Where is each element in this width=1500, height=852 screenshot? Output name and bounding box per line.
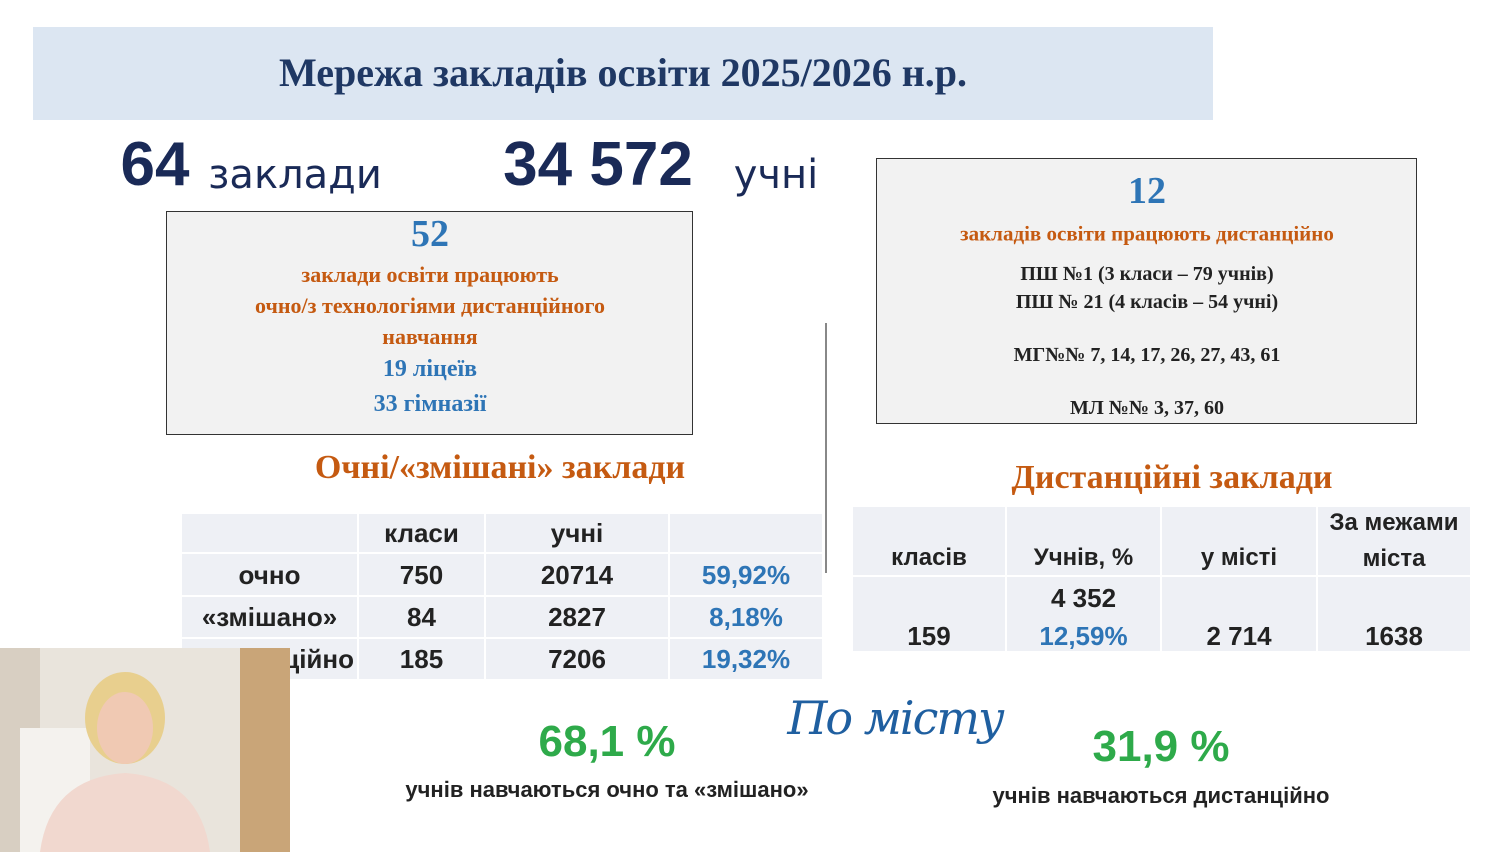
table-value: 750 [399,559,444,590]
box-text: закладів освіти працюють дистанційно [960,221,1334,246]
table-value: 185 [399,644,444,674]
table-cell [852,506,1006,576]
box-detail: МГ№№ 7, 14, 17, 26, 27, 43, 61 [1013,344,1281,366]
table-header: у місті [1200,544,1278,571]
summary-value: 68,1 % [538,717,676,766]
table-cell [669,513,823,553]
box-text: навчання [382,324,478,349]
box-detail: ПШ № 21 (4 класів – 54 учні) [1015,291,1279,313]
stat-value: 64 [120,130,190,199]
remote-box [876,158,1417,424]
summary-value: 31,9 % [1092,722,1230,771]
summary-text: учнів навчаються очно та «змішано» [405,777,809,802]
box-count: 12 [1128,170,1166,212]
table-value: 20714 [540,559,614,590]
box-detail: МЛ №№ 3, 37, 60 [1070,397,1224,419]
table-value: 19,32% [701,644,791,674]
table-value: 84 [407,602,436,632]
table-cell [669,553,823,596]
table-cell [358,638,485,680]
divider [825,323,827,573]
table-cell [485,596,669,638]
box-detail: 19 ліцеїв [382,356,478,382]
table-cell [1006,506,1161,576]
table-value: 59,92% [701,559,791,590]
table-header: учні [550,518,604,548]
table-cell [181,513,358,553]
box-detail: ПШ №1 (3 класи – 79 учнів) [1020,263,1274,285]
table-value: 159 [907,621,951,651]
table-value: 2827 [548,602,606,632]
section-heading: Дистанційні заклади [1011,459,1333,496]
title-bar [33,27,1213,120]
table-cell [181,596,358,638]
webcam [0,648,290,852]
table-cell [485,513,669,553]
table-value: 12,59% [1039,621,1128,651]
table-cell [1317,506,1471,576]
table-cell [852,576,1006,652]
stat-value: 34 572 [503,130,693,199]
table-cell [358,513,485,553]
summary-text: учнів навчаються дистанційно [992,783,1330,808]
table-cell [358,596,485,638]
table-value: 2 714 [1206,621,1272,651]
table-value: «змішано» [201,602,338,632]
table-cell [1161,506,1317,576]
table-cell [181,553,358,596]
stat-label: заклади [208,152,382,198]
city-heading: По місту [787,691,1004,745]
table-cell [669,596,823,638]
title: Мережа закладів освіти 2025/2026 н.р. [278,50,968,95]
table-cell [1317,576,1471,652]
table-header: Учнів, % [1033,544,1134,571]
table-header: класи [384,518,459,548]
table-value: 4 352 [1050,583,1117,613]
table-cell [485,553,669,596]
section-heading: Очні/«змішані» заклади [314,449,686,486]
table-header: міста [1362,545,1426,572]
box-text: заклади освіти працюють [301,262,559,287]
table-header: класів [891,544,967,571]
table-value: 1638 [1365,621,1423,651]
table-value: 8,18% [709,602,783,632]
table-cell [485,638,669,680]
stat-label: учні [733,152,819,198]
table-cell [669,638,823,680]
table-value: 7206 [548,644,606,674]
table-cell [1006,576,1161,652]
table-value: очно [238,559,301,590]
table-cell [1161,576,1317,652]
mixed-box [166,211,693,435]
table-header: За межами [1329,509,1459,536]
table-value: ційно [283,644,354,674]
table-cell [358,553,485,596]
box-count: 52 [411,213,449,255]
box-detail: 33 гімназії [373,391,487,417]
box-text: очно/з технологіями дистанційного [255,293,605,318]
